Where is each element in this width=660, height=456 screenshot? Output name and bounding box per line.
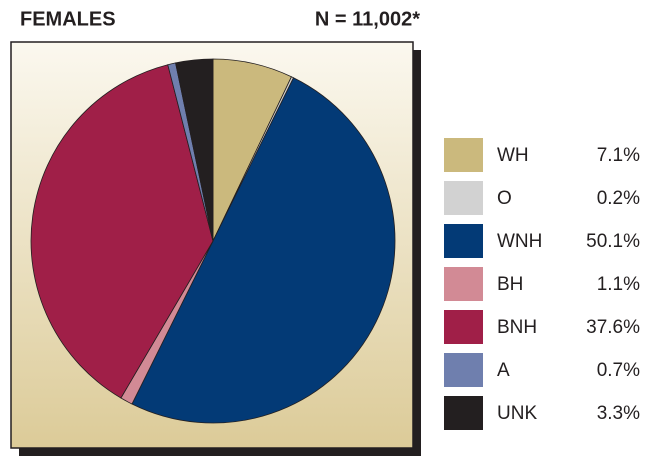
pie [30,58,396,424]
legend-swatch [444,267,483,301]
legend-label: UNK [497,403,537,424]
legend-swatch [444,224,483,258]
legend-value: 50.1% [586,231,640,252]
legend-value: 7.1% [597,145,640,166]
pie-slice [30,64,214,399]
legend-swatch [444,138,483,172]
chart-title: FEMALES [20,8,116,30]
legend-swatch [444,181,483,215]
chart-subtitle: N = 11,002* [315,8,420,30]
legend-swatch [444,353,483,387]
legend-value: 1.1% [597,274,640,295]
legend-label: WNH [497,231,542,252]
legend-value: 0.7% [597,360,640,381]
legend-value: 37.6% [586,317,640,338]
legend-value: 3.3% [597,403,640,424]
legend-label: BNH [497,317,537,338]
legend-label: A [497,360,510,381]
legend: WH 7.1% O 0.2% WNH 50.1% BH 1.1% BNH 37.6% A 0.7% UN… [444,138,640,430]
legend-label: BH [497,274,523,295]
legend-label: O [497,188,512,209]
pie-slice [131,77,396,424]
pie-slice [175,58,214,242]
legend-swatch [444,310,483,344]
legend-value: 0.2% [597,188,640,209]
legend-swatch [444,396,483,430]
legend-label: WH [497,145,529,166]
